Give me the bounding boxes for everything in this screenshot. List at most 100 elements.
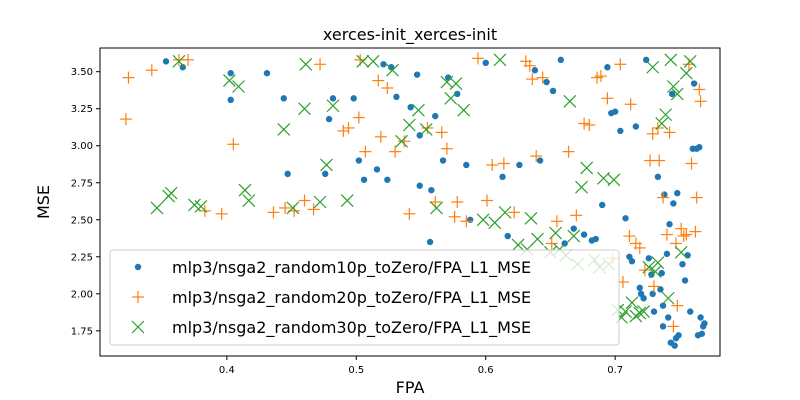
data-point	[677, 230, 690, 243]
legend-box	[109, 249, 620, 346]
data-point	[659, 108, 673, 122]
y-tick-label: 3.50	[71, 67, 93, 78]
data-point	[298, 194, 311, 207]
data-point	[624, 98, 637, 111]
data-point	[516, 161, 523, 169]
data-point	[373, 166, 381, 173]
data-point	[694, 95, 707, 108]
data-point	[286, 201, 300, 215]
data-point	[642, 260, 656, 274]
data-point	[122, 71, 135, 84]
data-point	[499, 173, 506, 181]
data-point	[654, 173, 662, 181]
data-point	[407, 104, 414, 111]
data-point	[432, 112, 439, 120]
data-point	[632, 123, 640, 130]
data-point	[326, 99, 340, 113]
data-point	[320, 158, 333, 172]
data-point	[637, 305, 651, 319]
y-tick-label: 2.00	[71, 289, 93, 300]
legend-label-series-3: mlp3/nsga2_random30p_toZero/FPA_L1_MSE	[172, 318, 531, 338]
data-point	[580, 231, 588, 238]
data-point	[675, 222, 688, 235]
data-point	[661, 191, 668, 198]
legend-marker-series-1	[134, 263, 142, 271]
y-tick-label: 1.75	[71, 326, 93, 337]
y-tick-label: 2.25	[71, 252, 93, 263]
data-point	[583, 119, 596, 131]
data-point	[550, 215, 563, 228]
data-point	[486, 158, 499, 171]
chart-title: xerces-init_xerces-init	[323, 25, 497, 45]
data-point	[366, 54, 380, 68]
data-point	[215, 207, 228, 220]
data-point	[299, 57, 313, 71]
data-point	[435, 126, 448, 139]
data-point	[451, 196, 464, 208]
data-point	[557, 56, 564, 64]
data-point	[448, 210, 461, 223]
data-point	[504, 232, 511, 240]
data-point	[690, 191, 703, 204]
data-point	[342, 121, 355, 134]
data-point	[454, 90, 461, 98]
data-point	[619, 305, 632, 319]
data-point	[679, 260, 686, 268]
data-point	[623, 230, 636, 243]
data-point	[563, 94, 577, 108]
x-tick-label: 0.5	[348, 365, 364, 376]
data-point	[681, 277, 689, 284]
data-point	[665, 314, 672, 321]
x-tick-label: 0.6	[478, 365, 494, 376]
data-point	[545, 237, 558, 250]
data-point	[696, 144, 703, 151]
data-point	[693, 83, 706, 96]
data-point	[393, 93, 400, 101]
data-point	[633, 241, 646, 254]
data-point	[411, 103, 425, 117]
data-point	[325, 115, 333, 123]
data-point	[670, 87, 684, 101]
data-point	[402, 118, 416, 132]
data-point	[223, 74, 236, 88]
data-point	[646, 60, 660, 74]
data-point	[457, 103, 471, 117]
data-point	[329, 95, 337, 102]
data-point	[636, 284, 643, 292]
data-point	[280, 95, 287, 102]
data-point	[663, 250, 671, 258]
data-point	[640, 295, 647, 302]
points-layer	[119, 52, 708, 349]
y-tick-label: 3.25	[71, 104, 93, 115]
data-point	[655, 117, 669, 130]
data-point	[419, 123, 433, 136]
data-point	[653, 154, 666, 167]
data-point	[666, 221, 673, 228]
data-point	[389, 145, 402, 158]
data-point	[685, 157, 698, 170]
data-point	[628, 258, 636, 265]
data-point	[145, 64, 158, 77]
data-point	[675, 332, 682, 339]
data-point	[684, 252, 691, 259]
data-point	[359, 145, 372, 158]
data-point	[386, 63, 399, 77]
data-point	[674, 189, 681, 197]
data-point	[671, 299, 684, 312]
data-point	[670, 200, 677, 207]
data-point	[428, 186, 435, 194]
data-point	[497, 157, 510, 170]
data-point	[531, 67, 539, 74]
data-point	[664, 53, 678, 67]
data-point	[449, 77, 463, 90]
data-point	[511, 238, 525, 252]
data-point	[649, 290, 656, 298]
data-point	[647, 280, 660, 293]
data-point	[530, 150, 543, 163]
data-point	[646, 127, 659, 140]
data-point	[426, 238, 434, 246]
data-point	[395, 134, 409, 148]
legend-label-series-1: mlp3/nsga2_random10p_toZero/FPA_L1_MSE	[172, 258, 531, 278]
plot-frame	[99, 47, 721, 357]
